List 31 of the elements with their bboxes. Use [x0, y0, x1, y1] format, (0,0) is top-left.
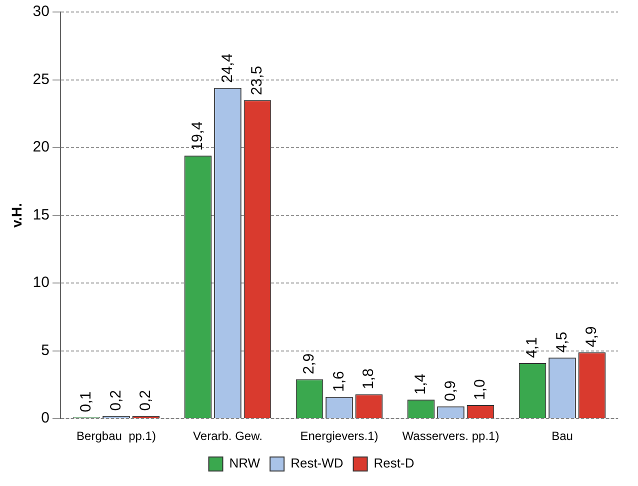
- x-tick-label: Verarb. Gew.: [193, 429, 262, 444]
- data-label: 1,4: [412, 374, 430, 395]
- y-tick-label: 25: [32, 70, 50, 88]
- data-label: 1,6: [330, 371, 348, 392]
- legend-label: Rest-WD: [290, 456, 344, 471]
- data-label: 0,1: [78, 391, 95, 412]
- x-tick-label: Energievers.1): [300, 429, 378, 444]
- data-label: 4,1: [524, 337, 541, 358]
- data-label: 0,9: [442, 380, 459, 402]
- data-label: 1,0: [472, 379, 489, 400]
- x-tick-label: Bau: [552, 429, 573, 444]
- y-tick-label: 30: [32, 3, 50, 20]
- x-tick-label: Wasservers. pp.1): [402, 429, 500, 444]
- data-label: 4,9: [583, 326, 600, 348]
- y-tick-label: 0: [41, 410, 50, 427]
- legend-label: NRW: [229, 456, 261, 471]
- legend-label: Rest-D: [374, 456, 414, 471]
- y-axis-title: v.H.: [8, 202, 24, 228]
- data-label: 23,5: [248, 66, 266, 96]
- data-label: 0,2: [137, 390, 154, 411]
- x-tick-label: Bergbau pp.1): [76, 429, 156, 444]
- data-label: 0,2: [107, 390, 124, 411]
- data-label: 24,4: [218, 54, 236, 83]
- y-tick-label: 15: [32, 206, 50, 224]
- y-tick-label: 10: [32, 274, 50, 292]
- y-tick-label: 20: [32, 138, 50, 156]
- data-label: 19,4: [189, 121, 206, 151]
- data-label: 2,9: [300, 353, 318, 374]
- data-label: 1,8: [360, 368, 378, 390]
- data-label: 4,5: [553, 332, 570, 353]
- y-tick-label: 5: [41, 342, 50, 359]
